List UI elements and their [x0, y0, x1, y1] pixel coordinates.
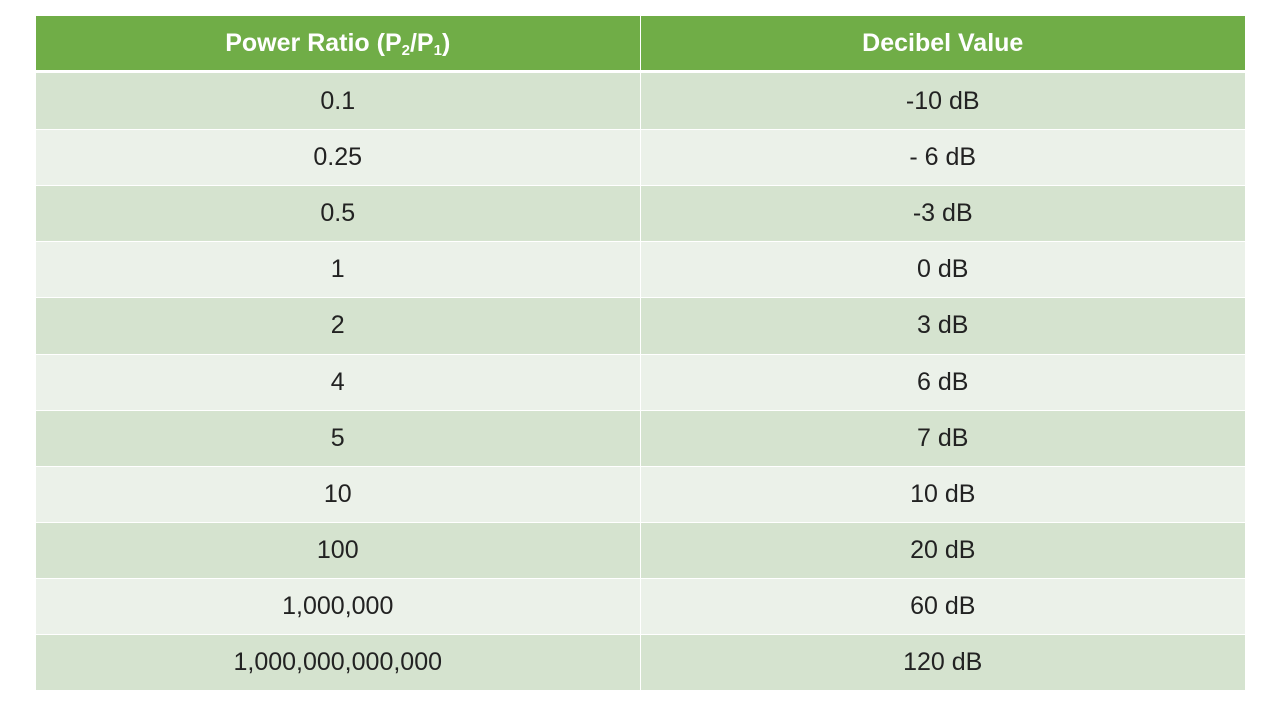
header-subscript-1: 1	[433, 41, 442, 59]
table-row: 10 10 dB	[36, 465, 1245, 523]
table-row: 2 3 dB	[36, 297, 1245, 355]
table-row: 4 6 dB	[36, 353, 1245, 411]
power-ratio-decibel-table: Power Ratio (P2/P1) Decibel Value 0.1 -1…	[36, 16, 1245, 690]
cell-decibel-value: 60 dB	[640, 578, 1245, 635]
header-decibel-value: Decibel Value	[640, 16, 1245, 73]
cell-power-ratio: 10	[36, 465, 641, 523]
table-row: 1 0 dB	[36, 241, 1245, 298]
cell-power-ratio: 0.5	[36, 185, 641, 242]
cell-decibel-value: 6 dB	[640, 353, 1245, 411]
header-power-ratio-text: Power Ratio (P	[225, 28, 402, 57]
table-row: 100 20 dB	[36, 521, 1245, 579]
table-row: 1,000,000 60 dB	[36, 578, 1245, 635]
table-row: 0.1 -10 dB	[36, 71, 1245, 130]
cell-decibel-value: 0 dB	[640, 241, 1245, 298]
cell-power-ratio: 4	[36, 353, 641, 411]
cell-decibel-value: 10 dB	[640, 465, 1245, 523]
cell-power-ratio: 1,000,000	[36, 578, 641, 635]
cell-power-ratio: 100	[36, 521, 641, 579]
table-row: 0.5 -3 dB	[36, 185, 1245, 242]
header-power-ratio: Power Ratio (P2/P1)	[36, 16, 641, 73]
cell-decibel-value: -10 dB	[640, 71, 1245, 130]
cell-power-ratio: 0.1	[36, 71, 641, 130]
cell-power-ratio: 1,000,000,000,000	[36, 634, 641, 690]
table-row: 1,000,000,000,000 120 dB	[36, 634, 1245, 690]
cell-power-ratio: 5	[36, 409, 641, 467]
header-power-ratio-text-2: /P	[409, 28, 434, 57]
cell-decibel-value: 20 dB	[640, 521, 1245, 579]
cell-power-ratio: 2	[36, 297, 641, 355]
cell-decibel-value: - 6 dB	[640, 128, 1245, 186]
table-row: 5 7 dB	[36, 409, 1245, 467]
cell-decibel-value: 120 dB	[640, 634, 1245, 690]
cell-power-ratio: 0.25	[36, 128, 641, 186]
header-power-ratio-close: )	[441, 28, 451, 57]
table-row: 0.25 - 6 dB	[36, 128, 1245, 186]
cell-decibel-value: -3 dB	[640, 185, 1245, 242]
table-header-row: Power Ratio (P2/P1) Decibel Value	[36, 16, 1245, 73]
cell-decibel-value: 3 dB	[640, 297, 1245, 355]
cell-decibel-value: 7 dB	[640, 409, 1245, 467]
cell-power-ratio: 1	[36, 241, 641, 298]
header-subscript-2: 2	[401, 41, 410, 59]
